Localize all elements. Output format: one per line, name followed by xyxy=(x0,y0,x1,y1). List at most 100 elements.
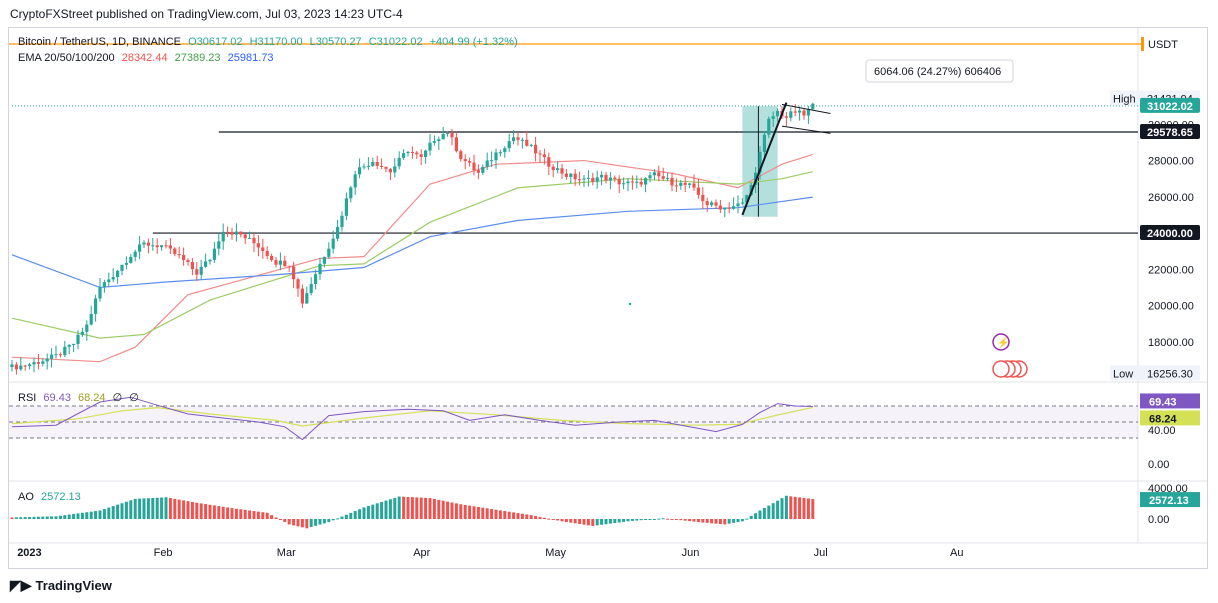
tradingview-footer[interactable]: ◤▶ TradingView xyxy=(10,577,112,594)
ao-bar xyxy=(322,519,326,524)
ao-bar xyxy=(362,507,366,519)
ao-bar xyxy=(573,519,577,524)
candle-body xyxy=(212,248,216,260)
rsi-label: RSI xyxy=(18,392,37,404)
candle-body xyxy=(679,182,683,186)
ohlc-high: H31170.00 xyxy=(249,36,303,48)
candle-body xyxy=(556,168,560,171)
ao-bar xyxy=(811,499,815,519)
candle-body xyxy=(252,237,256,244)
ao-bar xyxy=(63,515,67,519)
candle-body xyxy=(582,178,586,180)
candle-body xyxy=(358,167,362,175)
candle-body xyxy=(58,354,62,356)
ao-bar xyxy=(243,509,247,519)
candle-body xyxy=(331,238,335,249)
ao-bar xyxy=(366,506,370,519)
ao-bar xyxy=(718,519,722,525)
time-tick-label: Jul xyxy=(814,547,828,559)
ao-bar xyxy=(80,512,84,519)
tradingview-logo-icon: ◤▶ xyxy=(10,577,32,593)
candle-body xyxy=(138,244,142,252)
ao-bar xyxy=(107,507,111,519)
ao-bar xyxy=(635,519,639,521)
ao-bar xyxy=(564,519,568,522)
candle-body xyxy=(36,362,40,364)
rsi-ma-value-box xyxy=(1140,410,1200,426)
candle-body xyxy=(696,187,700,195)
candle-body xyxy=(380,165,384,167)
candle-body xyxy=(661,176,665,179)
candle-body xyxy=(327,248,331,257)
ao-bar xyxy=(168,498,172,519)
candle-body xyxy=(72,343,76,345)
candle-body xyxy=(793,111,797,113)
candle-body xyxy=(305,293,309,304)
ao-bar xyxy=(437,499,441,519)
candle-body xyxy=(437,139,441,142)
ao-bar xyxy=(428,498,432,519)
ema20-value: 28342.44 xyxy=(121,52,168,64)
ao-bar xyxy=(371,504,375,519)
candle-body xyxy=(551,166,555,171)
ao-bar xyxy=(802,497,806,519)
ao-bar xyxy=(296,519,300,527)
candle-body xyxy=(32,362,36,365)
candle-body xyxy=(789,111,793,118)
candle-body xyxy=(446,133,450,135)
ao-bar xyxy=(740,519,744,522)
candle-body xyxy=(160,245,164,248)
price-tick-label: 22000.00 xyxy=(1148,264,1194,276)
ao-bar xyxy=(771,503,775,519)
ao-bar xyxy=(305,519,309,529)
ao-tick-label: 0.00 xyxy=(1148,514,1169,526)
candle-body xyxy=(23,365,27,367)
candle-body xyxy=(538,153,542,155)
ao-bar xyxy=(538,516,542,519)
ao-bar xyxy=(138,498,142,519)
candle-body xyxy=(560,168,564,174)
candle-body xyxy=(617,178,621,185)
ao-bar xyxy=(780,498,784,519)
candle-body xyxy=(230,232,234,235)
ao-bar xyxy=(300,519,304,528)
flag-upper-line xyxy=(781,103,831,114)
ao-bar xyxy=(309,519,313,528)
candle-body xyxy=(516,137,520,140)
publisher-line: CryptoFXStreet published on TradingView.… xyxy=(10,7,403,21)
ao-bar xyxy=(19,517,23,519)
ao-bar xyxy=(600,519,604,525)
lightning-event-icon xyxy=(992,333,1010,351)
ao-bar xyxy=(710,519,714,524)
price-label-box xyxy=(1140,365,1200,381)
ao-bar xyxy=(124,501,128,519)
ao-bar xyxy=(230,508,234,519)
candle-body xyxy=(468,161,472,163)
flag-pole-line xyxy=(741,102,788,216)
rsi-ma-value-label: 68.24 xyxy=(1149,413,1177,425)
ao-bar xyxy=(670,519,674,520)
ao-bar xyxy=(85,512,89,519)
candle-body xyxy=(490,160,494,162)
candle-body xyxy=(256,243,260,248)
ao-bar xyxy=(252,511,256,519)
time-tick-label: Apr xyxy=(413,547,430,559)
candle-body xyxy=(14,364,18,370)
ao-bar xyxy=(758,510,762,519)
ao-bar xyxy=(54,516,58,519)
candle-body xyxy=(705,201,709,206)
ao-bar xyxy=(199,503,203,519)
candle-body xyxy=(296,279,300,289)
ao-bar xyxy=(406,496,410,519)
currency-badge: USDT xyxy=(1148,39,1178,51)
candle-body xyxy=(635,181,639,183)
candle-body xyxy=(798,110,802,113)
candle-body xyxy=(349,187,353,199)
ao-bar xyxy=(388,499,392,519)
candle-body xyxy=(608,177,612,181)
ao-bar xyxy=(186,501,190,519)
ao-bar xyxy=(58,515,62,519)
us-flag-event-icon xyxy=(992,360,1010,378)
ao-bar xyxy=(476,506,480,519)
